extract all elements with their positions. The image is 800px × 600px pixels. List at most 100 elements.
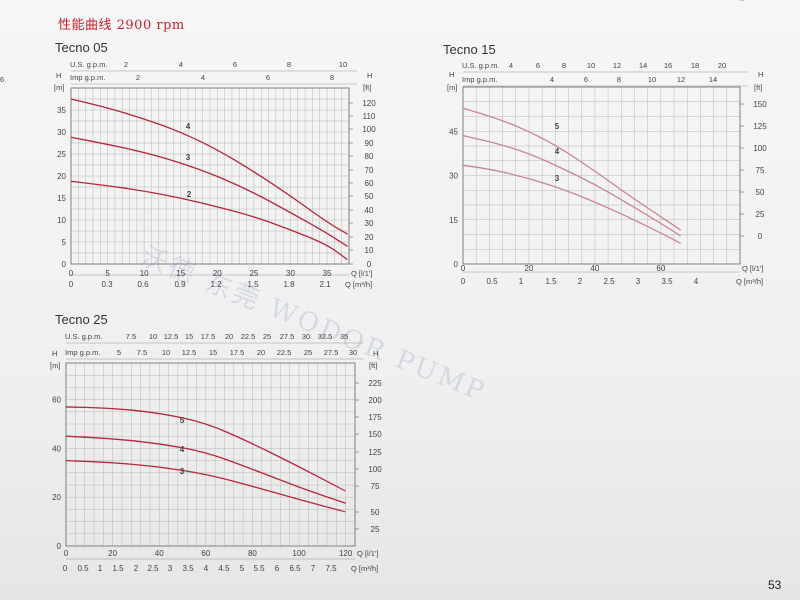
y2-tick-label: 0 bbox=[758, 232, 763, 241]
impgpm-tick-label: 20 bbox=[257, 348, 265, 357]
curve-label-tecno05-2: 2 bbox=[187, 190, 192, 199]
curve-label-tecno15-4: 4 bbox=[555, 147, 560, 156]
plot-frame bbox=[70, 87, 350, 265]
plot-frame bbox=[462, 86, 741, 265]
m3h-tick-label: 6 bbox=[275, 564, 280, 573]
y2-tick-label: 30 bbox=[365, 219, 374, 228]
impgpm-tick-label: 15 bbox=[209, 348, 217, 357]
impgpm-tick-label: 7.5 bbox=[137, 348, 147, 357]
curve-tecno15-impeller-5 bbox=[462, 107, 682, 231]
m3h-tick-label: 1.8 bbox=[283, 280, 295, 289]
impgpm-tick-label: 12.5 bbox=[182, 348, 197, 357]
x-axis-label-m3h: Q [m³/h] bbox=[351, 564, 378, 573]
m3h-tick-label: 5.5 bbox=[253, 564, 265, 573]
y2-tick-label: 175 bbox=[368, 413, 382, 422]
m3h-tick-label: 0 bbox=[461, 277, 466, 286]
x-tick-label: 35 bbox=[323, 269, 332, 278]
usgpm-tick-label: 12 bbox=[613, 61, 621, 70]
x-tick-label: 25 bbox=[249, 269, 258, 278]
m3h-tick-label: 4.5 bbox=[218, 564, 230, 573]
impgpm-tick-label: 2 bbox=[136, 73, 140, 82]
x-tick-label: 10 bbox=[140, 269, 149, 278]
x-tick-label: 40 bbox=[590, 264, 599, 273]
impgpm-tick-label: 5 bbox=[117, 348, 121, 357]
y2-tick-label: 90 bbox=[365, 139, 374, 148]
m3h-tick-label: 2 bbox=[134, 564, 139, 573]
impgpm-tick-label: 10 bbox=[648, 75, 656, 84]
usgpm-tick-label: 10 bbox=[149, 332, 157, 341]
y2-tick-label: 175 bbox=[753, 0, 767, 2]
curve-label-tecno25-4: 4 bbox=[180, 445, 185, 454]
usgpm-scale-label: U.S. g.p.m. bbox=[65, 332, 103, 341]
usgpm-scale-label: U.S. g.p.m. bbox=[70, 60, 108, 69]
y-axis-label-h: H bbox=[52, 349, 57, 358]
y-tick-label: 15 bbox=[57, 194, 66, 203]
y2-tick-label: 50 bbox=[756, 188, 765, 197]
m3h-tick-label: 2.5 bbox=[147, 564, 159, 573]
m3h-tick-label: 4 bbox=[694, 277, 699, 286]
impgpm-tick-label: 12 bbox=[677, 75, 685, 84]
usgpm-tick-label: 10 bbox=[587, 61, 595, 70]
x-tick-label: 20 bbox=[108, 549, 117, 558]
curve-tecno15-impeller-4 bbox=[462, 135, 681, 237]
y2-tick-label: 100 bbox=[362, 125, 376, 134]
y2-tick-label: 75 bbox=[756, 166, 765, 175]
y2-tick-label: 120 bbox=[362, 99, 376, 108]
usgpm-tick-label: 35 bbox=[340, 332, 348, 341]
y2-tick-label: 25 bbox=[371, 525, 380, 534]
y2-tick-label: 60 bbox=[365, 179, 374, 188]
usgpm-tick-label: 32.5 bbox=[318, 332, 333, 341]
x-tick-label: 20 bbox=[524, 264, 533, 273]
m3h-tick-label: 0.9 bbox=[174, 280, 186, 289]
impgpm-tick-label: 22.5 bbox=[277, 348, 292, 357]
y-tick-label: 60 bbox=[52, 396, 61, 405]
impgpm-tick-label: 27.5 bbox=[324, 348, 339, 357]
y2-tick-label: 10 bbox=[365, 246, 374, 255]
usgpm-tick-label: 18 bbox=[691, 61, 699, 70]
impgpm-tick-label: 4 bbox=[550, 75, 554, 84]
impgpm-tick-label: 14 bbox=[709, 75, 717, 84]
usgpm-tick-label: 4 bbox=[509, 61, 513, 70]
x-tick-label: 60 bbox=[201, 549, 210, 558]
y2-tick-label: 125 bbox=[368, 448, 382, 457]
y-tick-label: 0 bbox=[57, 542, 62, 551]
curve-tecno05-impeller-4 bbox=[70, 98, 348, 235]
chart-tecno25-title: Tecno 25 bbox=[55, 312, 108, 327]
y-tick-label: 20 bbox=[57, 172, 66, 181]
y2-axis-label-ft: [ft] bbox=[369, 361, 377, 370]
y-axis-label-m: [m] bbox=[54, 83, 64, 92]
m3h-tick-label: 0 bbox=[63, 564, 68, 573]
y-axis-label-m: [m] bbox=[447, 83, 457, 92]
page-number: 53 bbox=[768, 578, 782, 592]
usgpm-tick-label: 20 bbox=[718, 61, 726, 70]
y-tick-label: 25 bbox=[57, 150, 66, 159]
usgpm-tick-label: 4 bbox=[179, 60, 183, 69]
usgpm-tick-label: 10 bbox=[339, 60, 347, 69]
usgpm-tick-label: 22.5 bbox=[241, 332, 256, 341]
impgpm-tick-label: 17.5 bbox=[230, 348, 245, 357]
y-axis-label-m: [m] bbox=[50, 361, 60, 370]
plot-frame bbox=[65, 362, 356, 547]
m3h-tick-label: 1.5 bbox=[247, 280, 259, 289]
curve-tecno15-impeller-3 bbox=[462, 164, 681, 244]
impgpm-scale-label: Imp g.p.m. bbox=[70, 73, 105, 82]
chart-tecno15-title: Tecno 15 bbox=[443, 42, 496, 57]
m3h-tick-label: 1.5 bbox=[112, 564, 124, 573]
m3h-tick-label: 0 bbox=[69, 280, 74, 289]
x-axis-label-m3h: Q [m³/h] bbox=[736, 277, 763, 286]
y2-tick-label: 25 bbox=[756, 210, 765, 219]
impgpm-scale-label: Imp g.p.m. bbox=[65, 348, 100, 357]
usgpm-tick-label: 30 bbox=[302, 332, 310, 341]
y2-axis-label-h: H bbox=[373, 349, 378, 358]
impgpm-scale-label: Imp g.p.m. bbox=[462, 75, 497, 84]
x-axis-label-m3h: Q [m³/h] bbox=[345, 280, 372, 289]
usgpm-tick-label: 2 bbox=[124, 60, 128, 69]
y-tick-label: 35 bbox=[57, 106, 66, 115]
usgpm-tick-label: 8 bbox=[287, 60, 291, 69]
m3h-tick-label: 3 bbox=[636, 277, 641, 286]
m3h-tick-label: 3.5 bbox=[661, 277, 673, 286]
usgpm-tick-label: 14 bbox=[639, 61, 647, 70]
curve-label-tecno25-3: 3 bbox=[180, 467, 185, 476]
